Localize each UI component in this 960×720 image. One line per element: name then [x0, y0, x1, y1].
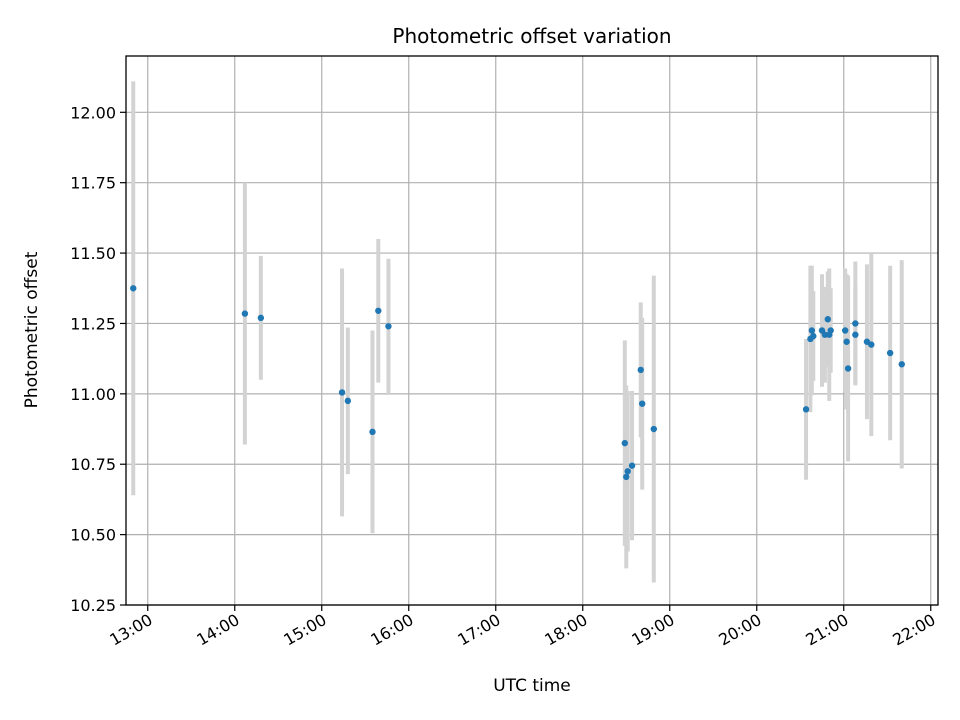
y-axis-label: Photometric offset — [22, 251, 42, 408]
data-point — [375, 307, 382, 314]
data-point — [852, 320, 859, 327]
data-point — [241, 310, 249, 317]
data-point — [827, 327, 834, 334]
y-tick-label: 11.75 — [70, 174, 116, 193]
y-tick-label: 11.25 — [70, 314, 116, 333]
data-point — [650, 425, 657, 433]
data-point — [843, 338, 850, 345]
data-point — [868, 341, 875, 348]
data-point — [623, 473, 630, 481]
data-point — [369, 428, 376, 436]
data-point — [621, 439, 628, 447]
y-tick-label: 10.25 — [70, 596, 116, 615]
chart-title: Photometric offset variation — [392, 24, 671, 48]
data-point — [886, 349, 894, 357]
plot-frame — [125, 55, 939, 606]
data-point — [810, 332, 817, 340]
data-point — [808, 327, 816, 334]
data-point — [824, 316, 831, 323]
data-point — [852, 331, 859, 338]
y-tick-label: 10.75 — [70, 455, 116, 474]
data-point — [802, 406, 810, 413]
data-point — [385, 323, 392, 330]
data-point — [344, 397, 352, 405]
y-tick-label: 12.00 — [70, 103, 116, 122]
x-axis-label: UTC time — [493, 676, 571, 696]
data-point — [842, 327, 849, 334]
data-point — [130, 285, 137, 292]
data-point — [639, 400, 646, 407]
y-tick-label: 11.00 — [70, 385, 116, 404]
data-point — [338, 389, 346, 396]
y-tick-label: 11.50 — [70, 244, 116, 263]
data-points — [130, 285, 905, 481]
data-point — [637, 366, 644, 374]
data-point — [844, 365, 852, 372]
y-axis-ticks: 10.25 10.50 10.75 11.00 11.25 11.50 11.75 12.00 — [70, 103, 126, 615]
data-point — [624, 468, 631, 475]
data-point — [257, 314, 265, 322]
data-point — [628, 462, 636, 469]
data-point — [898, 361, 905, 368]
y-tick-label: 10.50 — [70, 526, 116, 545]
